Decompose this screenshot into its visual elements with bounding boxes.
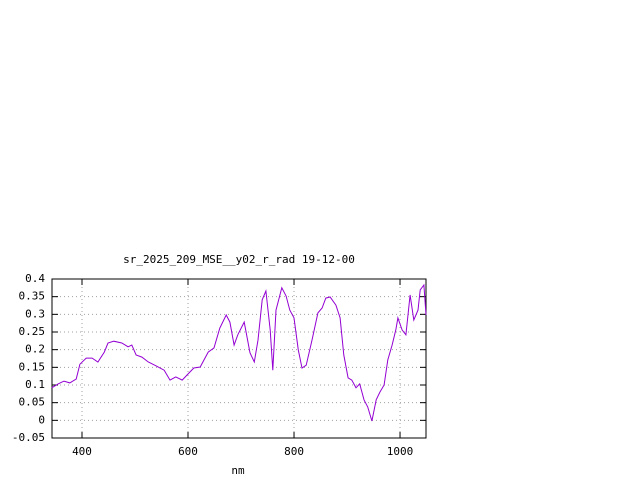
plot-frame bbox=[51, 278, 427, 439]
data-line bbox=[51, 283, 427, 422]
x-tick-label: 600 bbox=[178, 445, 198, 458]
x-axis-label: nm bbox=[231, 464, 245, 477]
y-tick-label: 0.05 bbox=[19, 396, 46, 409]
y-tick-label: 0.1 bbox=[25, 378, 45, 391]
y-tick-label: 0 bbox=[38, 413, 45, 426]
y-tick-label: 0.4 bbox=[25, 272, 45, 285]
y-tick-label: 0.15 bbox=[19, 360, 46, 373]
chart-title: sr_2025_209_MSE__y02_r_rad 19-12-00 bbox=[123, 253, 355, 266]
y-tick-label: 0.3 bbox=[25, 307, 45, 320]
x-tick-label: 800 bbox=[284, 445, 304, 458]
y-tick-label: 0.35 bbox=[19, 290, 46, 303]
y-tick-label: 0.2 bbox=[25, 343, 45, 356]
y-tick-label: -0.05 bbox=[12, 431, 45, 444]
x-tick-label: 1000 bbox=[387, 445, 414, 458]
y-tick-label: 0.25 bbox=[19, 325, 46, 338]
x-tick-label: 400 bbox=[72, 445, 92, 458]
